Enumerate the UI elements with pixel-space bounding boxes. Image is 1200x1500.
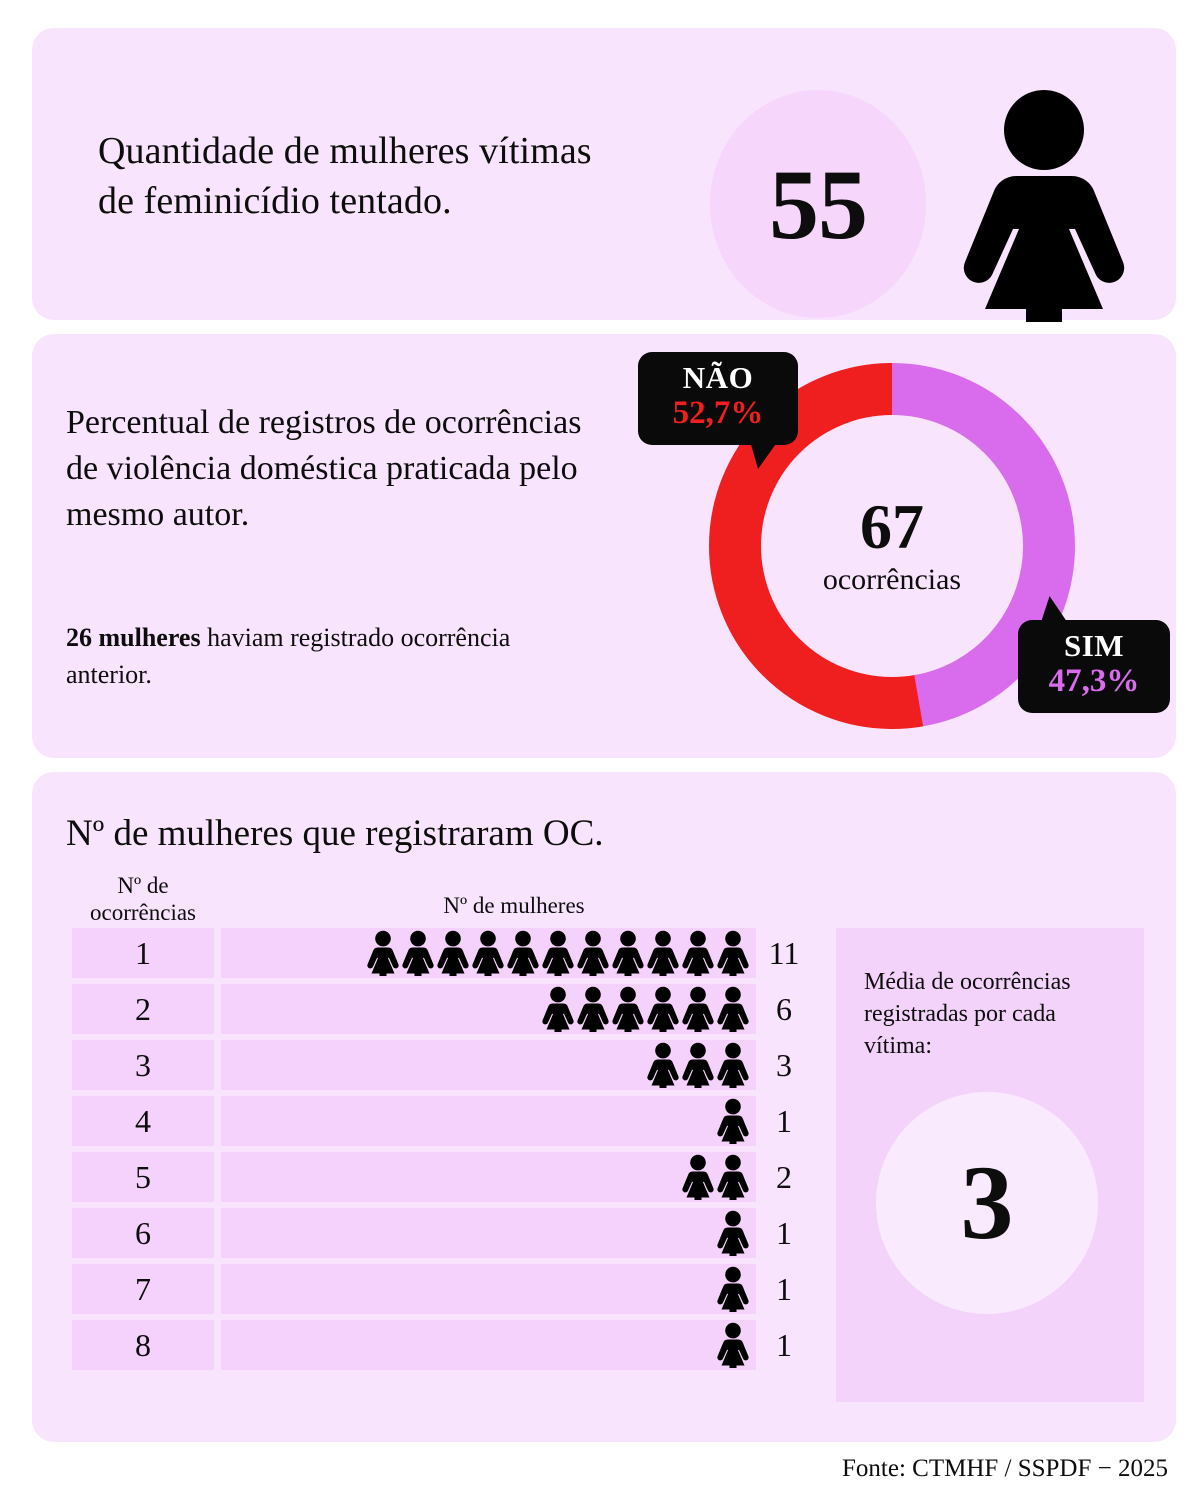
donut-badge-nao: NÃO 52,7% xyxy=(638,352,798,445)
average-label: Média de ocorrências registradas por cad… xyxy=(864,969,1071,1060)
woman-pictogram-icon xyxy=(402,930,434,976)
average-value: 3 xyxy=(960,1144,1014,1261)
woman-pictogram-icon xyxy=(367,930,399,976)
woman-pictogram-icon xyxy=(717,1098,749,1144)
table-cell-occurrences: 1 xyxy=(72,928,214,978)
table-cell-pictograms xyxy=(221,1264,756,1314)
table-cell-occurrences: 6 xyxy=(72,1208,214,1258)
woman-pictogram-icon xyxy=(717,1154,749,1200)
table-cell-women-count: 2 xyxy=(776,1159,792,1195)
table-cell-women-count: 11 xyxy=(768,935,800,971)
average-panel: Média de ocorrências registradas por cad… xyxy=(836,928,1144,1402)
table-cell-pictograms xyxy=(221,1152,756,1202)
table-cell-women-count: 1 xyxy=(776,1327,792,1363)
section3-title: Nº de mulheres que registraram OC. xyxy=(66,813,604,854)
woman-pictogram-icon xyxy=(717,1266,749,1312)
card-feminicidio-tentado: Quantidade de mulheres vítimas de femini… xyxy=(32,28,1176,379)
source-footer: Fonte: CTMHF / SSPDF − 2025 xyxy=(842,1455,1168,1482)
table-cell-pictograms xyxy=(221,1096,756,1146)
table-cell-occurrences: 4 xyxy=(72,1096,214,1146)
woman-pictogram-icon xyxy=(717,1042,749,1088)
donut-badge-nao-label: NÃO xyxy=(682,360,754,395)
donut-badge-nao-value: 52,7% xyxy=(672,395,764,432)
section1-value-blob xyxy=(710,90,926,318)
woman-pictogram-icon xyxy=(437,930,469,976)
table-cell-occurrences: 7 xyxy=(72,1264,214,1314)
section1-value: 55 xyxy=(769,148,868,260)
woman-pictogram-icon xyxy=(647,930,679,976)
woman-pictogram-icon xyxy=(717,930,749,976)
table-cell-pictograms xyxy=(221,1208,756,1258)
woman-pictogram-icon xyxy=(647,986,679,1032)
donut-slice-nao xyxy=(709,363,1075,729)
table-cell-occurrences: 5 xyxy=(72,1152,214,1202)
woman-pictogram-icon xyxy=(542,986,574,1032)
table-cell-occurrences: 3 xyxy=(72,1040,214,1090)
donut-badge-sim-label: SIM xyxy=(1063,628,1125,663)
donut-badge-sim: SIM 47,3% xyxy=(1018,620,1170,713)
woman-pictogram-icon xyxy=(717,1322,749,1368)
table-cell-pictograms xyxy=(221,1040,756,1090)
woman-pictogram-icon xyxy=(612,986,644,1032)
woman-pictogram-icon xyxy=(507,930,539,976)
table-cell-women-count: 1 xyxy=(776,1271,792,1307)
woman-pictogram-icon xyxy=(577,986,609,1032)
woman-pictogram-icon xyxy=(682,986,714,1032)
woman-pictogram-icon xyxy=(960,86,1128,379)
section1-text: Quantidade de mulheres vítimas de femini… xyxy=(98,130,592,223)
woman-pictogram-icon xyxy=(682,930,714,976)
woman-pictogram-icon xyxy=(612,930,644,976)
donut-badge-sim-value: 47,3% xyxy=(1048,663,1140,700)
table-cell-occurrences: 8 xyxy=(72,1320,214,1370)
table-cell-pictograms xyxy=(221,1320,756,1370)
table-cell-women-count: 1 xyxy=(776,1215,792,1251)
woman-pictogram-icon xyxy=(682,1154,714,1200)
table-cell-women-count: 3 xyxy=(776,1047,792,1083)
woman-pictogram-icon xyxy=(647,1042,679,1088)
pictogram-table: 1 11 2 6 3 3 4 1 5 2 6 1 7 1 8 1 xyxy=(72,928,812,1376)
section2-subtext-rest: haviam registrado ocorrência anterior. xyxy=(66,623,511,689)
woman-pictogram-icon xyxy=(682,1042,714,1088)
woman-pictogram-icon xyxy=(717,986,749,1032)
woman-pictogram-icon xyxy=(717,1210,749,1256)
table-cell-pictograms xyxy=(221,928,756,978)
section2-text: Percentual de registros de ocorrências d… xyxy=(66,404,582,534)
average-circle: 3 xyxy=(876,1092,1098,1314)
table-header-occurrences: Nº de ocorrências xyxy=(90,873,196,926)
table-cell-women-count: 6 xyxy=(776,991,792,1027)
woman-pictogram-icon xyxy=(472,930,504,976)
woman-pictogram-icon xyxy=(577,930,609,976)
section2-subtext-bold: 26 mulheres xyxy=(66,623,201,652)
table-cell-pictograms xyxy=(221,984,756,1034)
section2-subtext: 26 mulheres haviam registrado ocorrência… xyxy=(66,620,586,694)
table-cell-women-count: 1 xyxy=(776,1103,792,1139)
table-row: 1 11 xyxy=(72,928,812,978)
table-header-women: Nº de mulheres xyxy=(443,893,585,918)
woman-pictogram-icon xyxy=(542,930,574,976)
table-cell-occurrences: 2 xyxy=(72,984,214,1034)
